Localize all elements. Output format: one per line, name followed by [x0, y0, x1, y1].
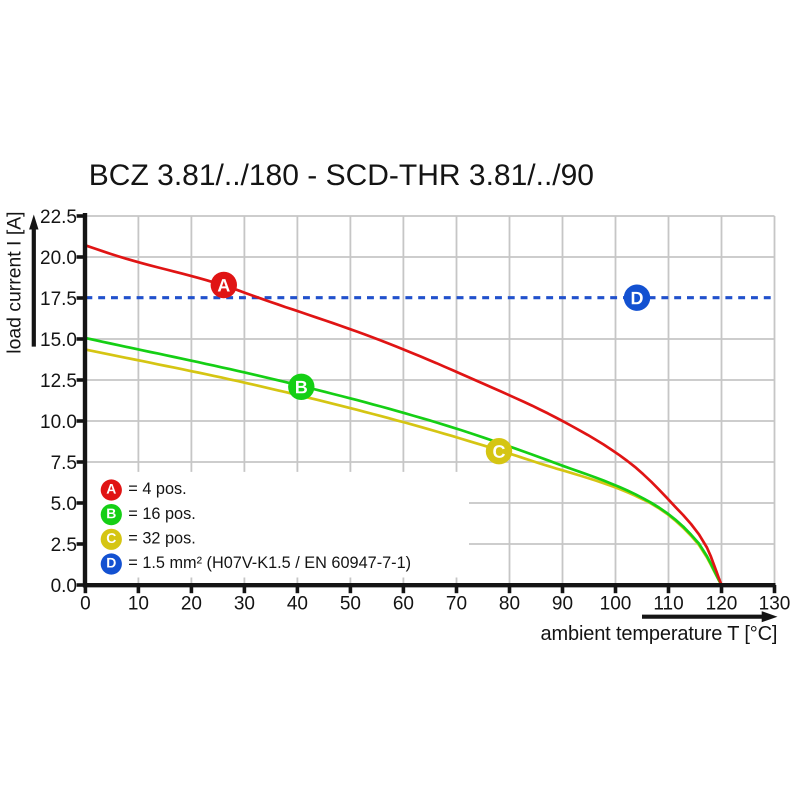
svg-text:ambient temperature T [°C]: ambient temperature T [°C]: [540, 623, 777, 645]
svg-text:load current I [A]: load current I [A]: [4, 211, 26, 353]
svg-text:17.5: 17.5: [40, 289, 77, 310]
svg-text:7.5: 7.5: [51, 453, 77, 474]
svg-text:= 1.5 mm² (H07V-K1.5 / EN 6094: = 1.5 mm² (H07V-K1.5 / EN 60947-7-1): [128, 554, 411, 572]
svg-text:22.5: 22.5: [40, 207, 77, 228]
svg-text:40: 40: [287, 593, 308, 614]
svg-text:100: 100: [600, 593, 632, 614]
svg-text:80: 80: [499, 593, 520, 614]
svg-text:0.0: 0.0: [51, 576, 77, 597]
svg-text:10: 10: [128, 593, 149, 614]
svg-text:20.0: 20.0: [40, 248, 77, 269]
svg-text:50: 50: [340, 593, 361, 614]
svg-text:70: 70: [446, 593, 467, 614]
svg-text:110: 110: [653, 593, 683, 614]
svg-text:130: 130: [759, 593, 791, 614]
svg-text:15.0: 15.0: [40, 330, 77, 351]
svg-text:5.0: 5.0: [51, 494, 77, 515]
svg-text:= 32 pos.: = 32 pos.: [128, 530, 195, 548]
svg-text:12.5: 12.5: [40, 371, 77, 392]
svg-text:10.0: 10.0: [40, 412, 77, 433]
svg-text:0: 0: [80, 593, 91, 614]
svg-text:BCZ 3.81/../180 - SCD-THR 3.81: BCZ 3.81/../180 - SCD-THR 3.81/../90: [89, 159, 594, 192]
svg-text:20: 20: [181, 593, 202, 614]
svg-text:90: 90: [552, 593, 573, 614]
svg-text:= 4 pos.: = 4 pos.: [128, 480, 186, 498]
svg-text:60: 60: [393, 593, 414, 614]
svg-text:= 16 pos.: = 16 pos.: [128, 505, 195, 523]
svg-text:120: 120: [706, 593, 738, 614]
svg-text:2.5: 2.5: [51, 535, 77, 556]
svg-text:30: 30: [234, 593, 255, 614]
